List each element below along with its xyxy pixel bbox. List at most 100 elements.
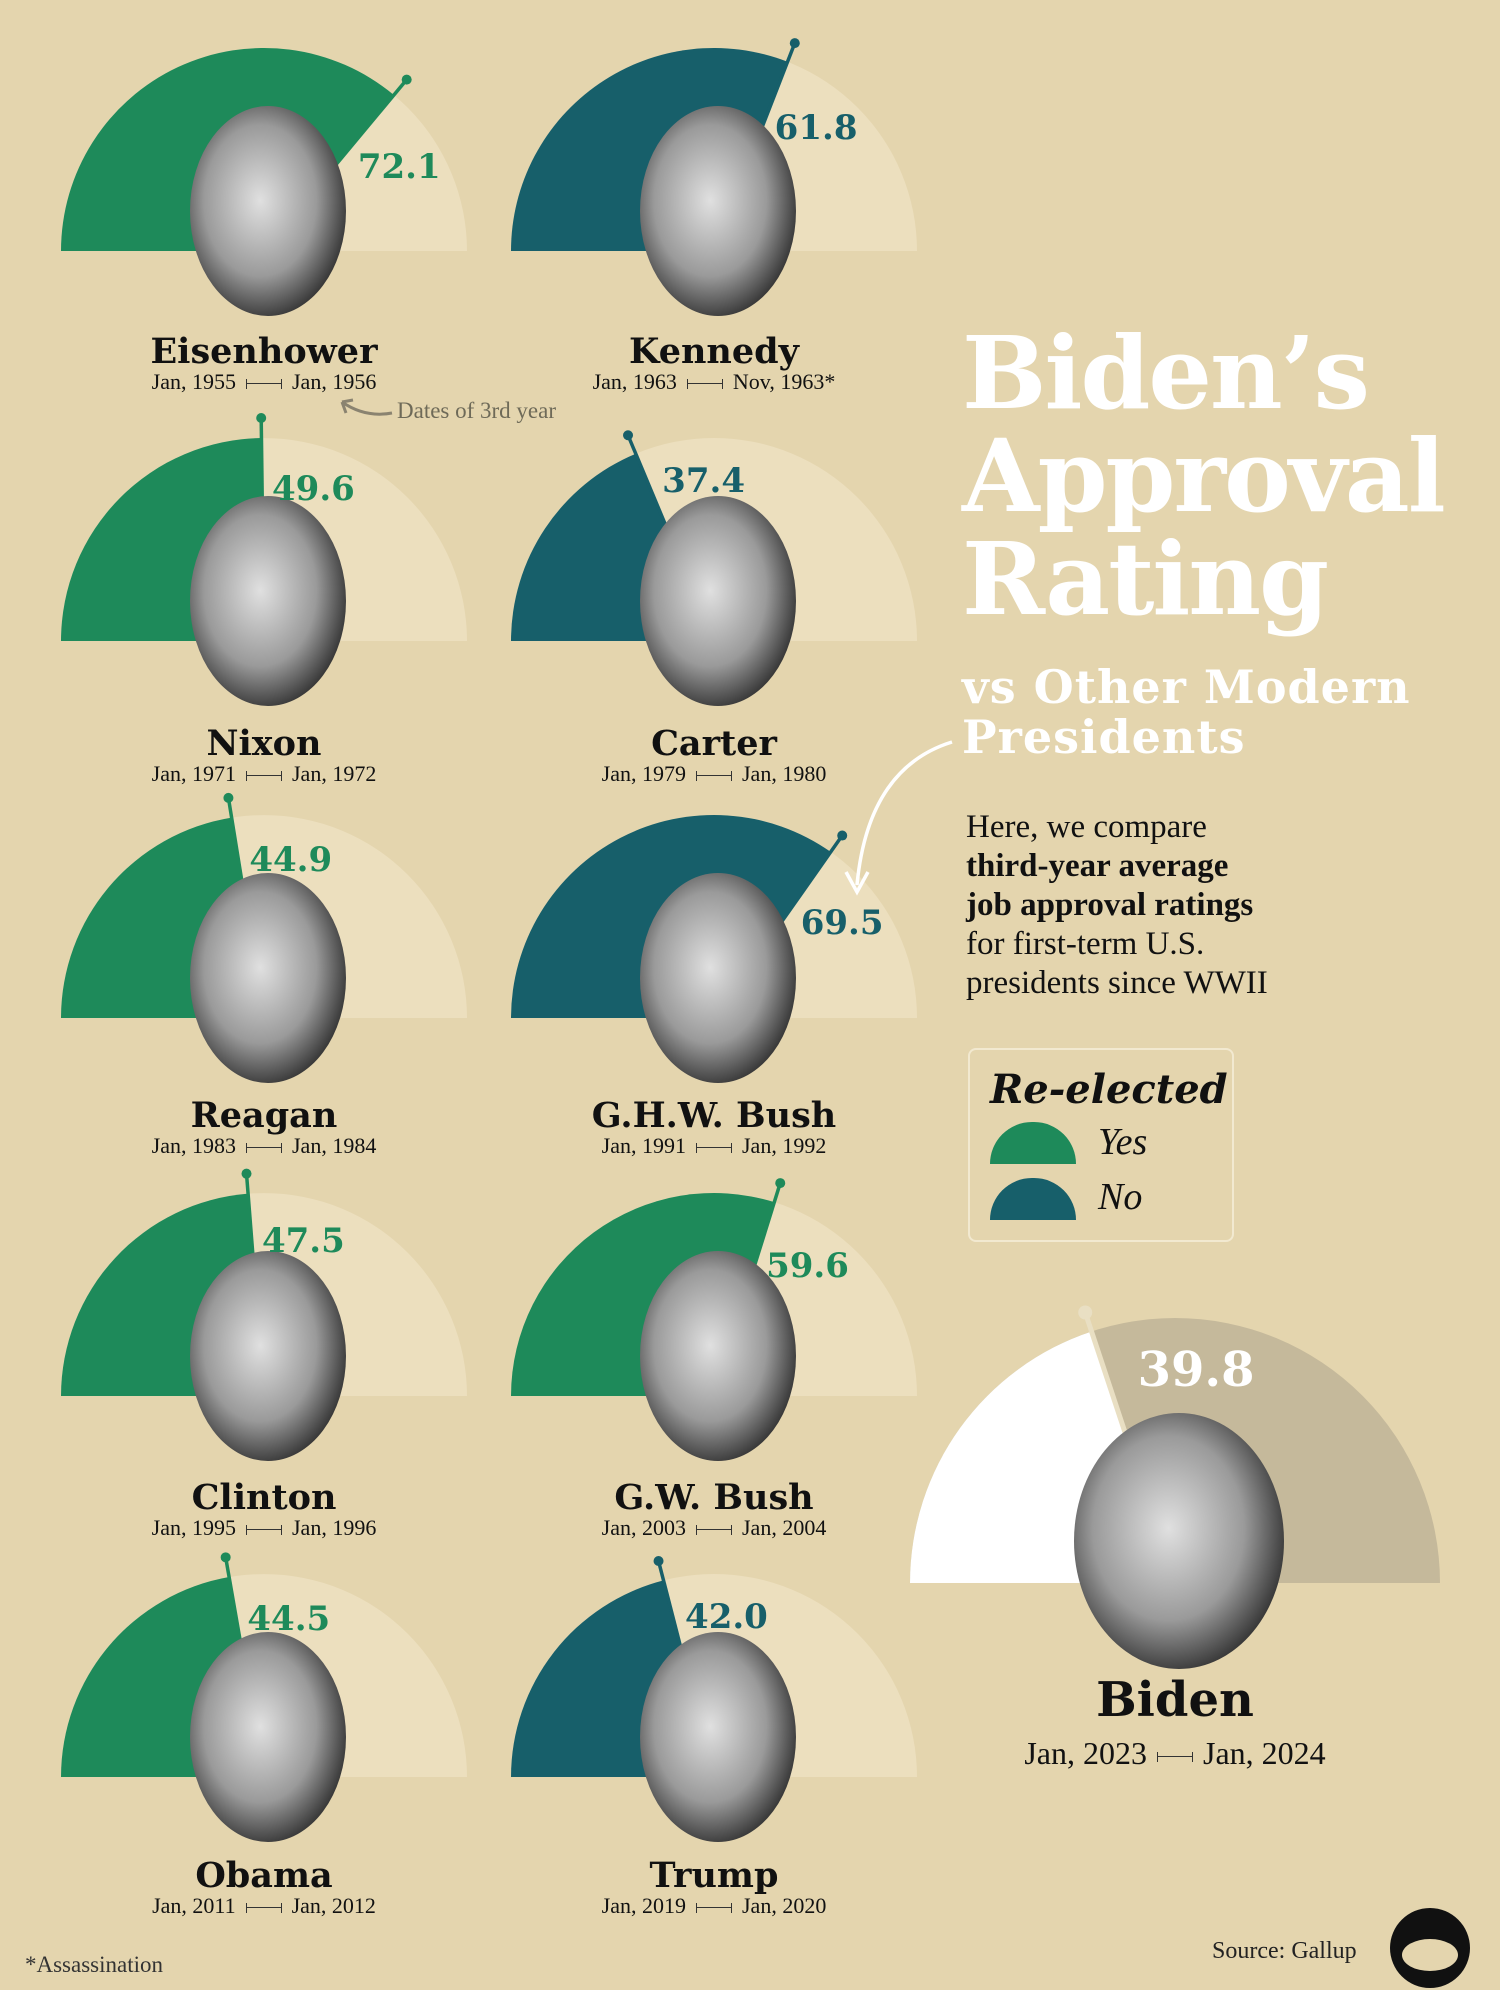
president-name: G.W. Bush [614,1477,814,1518]
value-label: 47.5 [261,1220,345,1261]
needle-dot [837,830,848,841]
subtitle-line: vs Other Modern [962,660,1411,714]
range-bar-icon [1157,1751,1193,1762]
president-name: Trump [649,1855,779,1896]
value-label: 44.5 [247,1598,331,1639]
president-name: Eisenhower [150,331,378,372]
description: Here, we compare third-year average job … [966,808,1268,1003]
range-bar-icon [696,1902,732,1913]
subtitle-line: Presidents [962,710,1246,764]
source: Source: Gallup [1212,1938,1357,1964]
portrait-photo [640,106,796,316]
range-bar-icon [696,770,732,781]
end-date: Jan, 1980 [742,761,827,786]
president-name: Biden [1096,1672,1254,1728]
end-date: Jan, 1996 [292,1515,377,1540]
start-date: Jan, 1995 [151,1515,236,1540]
description-line: Here, we compare [966,809,1207,845]
date-range: Jan, 1991 Jan, 1992 [514,1133,914,1159]
needle-dot [789,38,800,49]
president-name: G.H.W. Bush [591,1095,837,1136]
date-range: Jan, 2019 Jan, 2020 [514,1893,914,1919]
end-date: Jan, 2012 [291,1893,376,1918]
start-date: Jan, 1971 [151,761,236,786]
gauge-needle [1082,1311,1132,1446]
title-line: Rating [962,520,1329,638]
curved-arrow-icon [341,400,393,416]
date-range: Jan, 2011 Jan, 2012 [64,1893,464,1919]
end-date: Jan, 2024 [1203,1735,1326,1771]
needle-dot [241,1168,252,1179]
start-date: Jan, 1979 [601,761,686,786]
arrow-head-icon [844,871,870,896]
start-date: Jan, 2011 [152,1893,236,1918]
date-range: Jan, 1971 Jan, 1972 [64,761,464,787]
legend-label-no: No [1098,1176,1143,1218]
range-bar-icon [246,770,282,781]
needle-dot [775,1178,786,1189]
portrait-photo [640,1632,796,1842]
value-label: 37.4 [662,461,745,501]
portrait-photo [190,873,346,1083]
portrait-photo [190,106,346,316]
gauge-needle [334,78,409,167]
value-label: 72.1 [357,146,441,187]
logo-icon-inner [1402,1939,1458,1971]
needle-dot [653,1556,664,1567]
needle-dot [623,430,634,441]
legend-title: Re-elected [990,1066,1228,1113]
needle-dot [1078,1305,1093,1320]
title-line: Approval [962,417,1446,535]
footnote: *Assassination [25,1952,163,1977]
title-line: Biden’s [962,314,1370,432]
date-range: Jan, 1963 Nov, 1963* [514,369,914,395]
end-date: Jan, 1956 [292,369,377,394]
needle-dot [223,792,234,803]
gauge-needle [776,834,844,928]
description-line: for first-term U.S. [966,926,1205,962]
end-date: Jan, 1984 [292,1133,377,1158]
range-bar-icon [686,378,723,389]
president-name: Obama [195,1855,333,1896]
start-date: Jan, 1983 [151,1133,236,1158]
date-range: Jan, 2003 Jan, 2004 [514,1515,914,1541]
value-label: 42.0 [685,1597,768,1638]
start-date: Jan, 1963 [592,369,677,394]
range-bar-icon [696,1524,732,1535]
portrait-photo [640,873,796,1083]
end-date: Jan, 2004 [742,1515,827,1540]
arrow-head-icon [340,398,354,414]
president-name: Clinton [191,1477,337,1518]
description-bold: job approval ratings [966,887,1254,923]
needle-dot [401,74,412,85]
legend: Re-elected Yes No [968,1048,1234,1242]
portrait-photo [640,496,796,706]
description-line: presidents since WWII [966,965,1268,1001]
range-bar-icon [245,1902,282,1913]
president-name: Kennedy [629,331,799,372]
annotation-dates: Dates of 3rd year [397,398,557,423]
legend-label-yes: Yes [1098,1121,1148,1163]
value-label: 61.8 [774,107,858,148]
needle-dot [220,1552,231,1563]
needle-dot [256,413,267,424]
subtitle: vs Other Modern Presidents [962,662,1411,762]
date-range: Jan, 1983 Jan, 1984 [64,1133,464,1159]
curved-arrow-icon [855,740,953,886]
range-bar-icon [246,1142,282,1153]
gauge-needle [626,434,673,539]
start-date: Jan, 2003 [601,1515,686,1540]
president-name: Reagan [190,1095,338,1136]
value-label: 39.8 [1137,1342,1255,1399]
start-date: Jan, 2023 [1024,1735,1147,1771]
date-range: Jan, 1995 Jan, 1996 [64,1515,464,1541]
portrait-photo [190,1251,346,1461]
president-name: Nixon [206,723,322,764]
value-label: 44.9 [249,839,333,880]
range-bar-icon [696,1142,732,1153]
legend-swatch-no [990,1178,1076,1220]
value-label: 69.5 [800,902,884,943]
page-title: Biden’s Approval Rating [962,314,1446,638]
value-label: 49.6 [272,468,355,509]
